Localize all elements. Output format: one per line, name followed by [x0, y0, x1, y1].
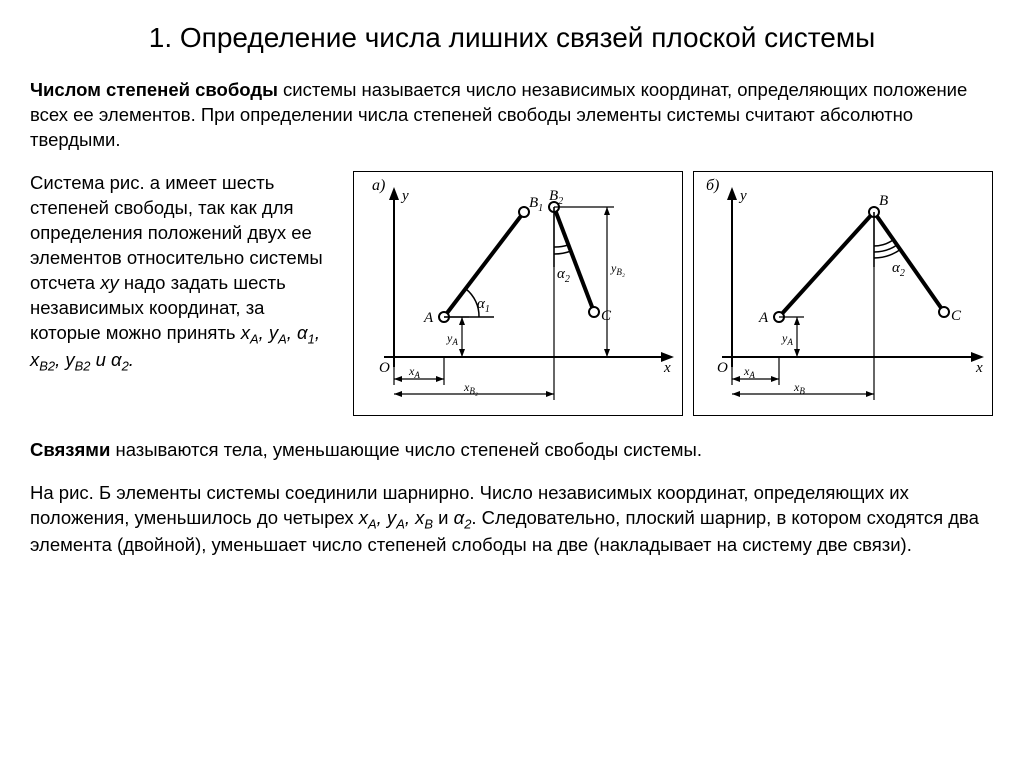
- pt-C-b: C: [951, 308, 962, 324]
- pt-B1: B1: [529, 195, 543, 214]
- dim-yA-b: yA: [781, 331, 793, 347]
- pt-A: A: [423, 310, 434, 326]
- origin-label: O: [379, 360, 390, 376]
- panel-b-label: б): [706, 177, 719, 194]
- axis-y-label: y: [400, 188, 409, 204]
- paragraph-4: На рис. Б элементы системы соединили шар…: [30, 481, 994, 558]
- figure-a: а) y x O A B1 α1: [353, 171, 683, 416]
- pt-B-b: B: [879, 193, 888, 209]
- paragraph-3: Связями называются тела, уменьшающие чис…: [30, 438, 994, 463]
- panel-a-label: а): [372, 177, 385, 194]
- page-title: 1. Определение числа лишних связей плоск…: [30, 20, 994, 56]
- dim-xA: xA: [408, 364, 420, 380]
- term-constraints: Связями: [30, 439, 110, 460]
- axis-y-label-b: y: [738, 188, 747, 204]
- axis-x-label: x: [663, 360, 671, 376]
- dim-yA: yA: [446, 331, 458, 347]
- dim-xA-b: xA: [743, 364, 755, 380]
- p3-text: называются тела, уменьшающие число степе…: [110, 439, 702, 460]
- origin-label-b: O: [717, 360, 728, 376]
- paragraph-1: Числом степеней свободы системы называет…: [30, 78, 994, 153]
- figure-b: б) y x O A B C: [693, 171, 993, 416]
- axis-x-label-b: x: [975, 360, 983, 376]
- dim-xB2: xB₂: [463, 380, 478, 396]
- alpha2-a: α2: [557, 266, 570, 285]
- paragraph-2: Система рис. а имеет шесть степеней своб…: [30, 171, 335, 416]
- pt-A-b: A: [758, 310, 769, 326]
- dim-yB2: yB₂: [610, 261, 625, 277]
- dim-xB: xB: [793, 380, 805, 396]
- mid-row: Система рис. а имеет шесть степеней своб…: [30, 171, 994, 416]
- term-dof: Числом степеней свободы: [30, 79, 278, 100]
- mid-xy: ху: [100, 272, 119, 293]
- figures: а) y x O A B1 α1: [353, 171, 994, 416]
- alpha2-b: α2: [892, 260, 905, 279]
